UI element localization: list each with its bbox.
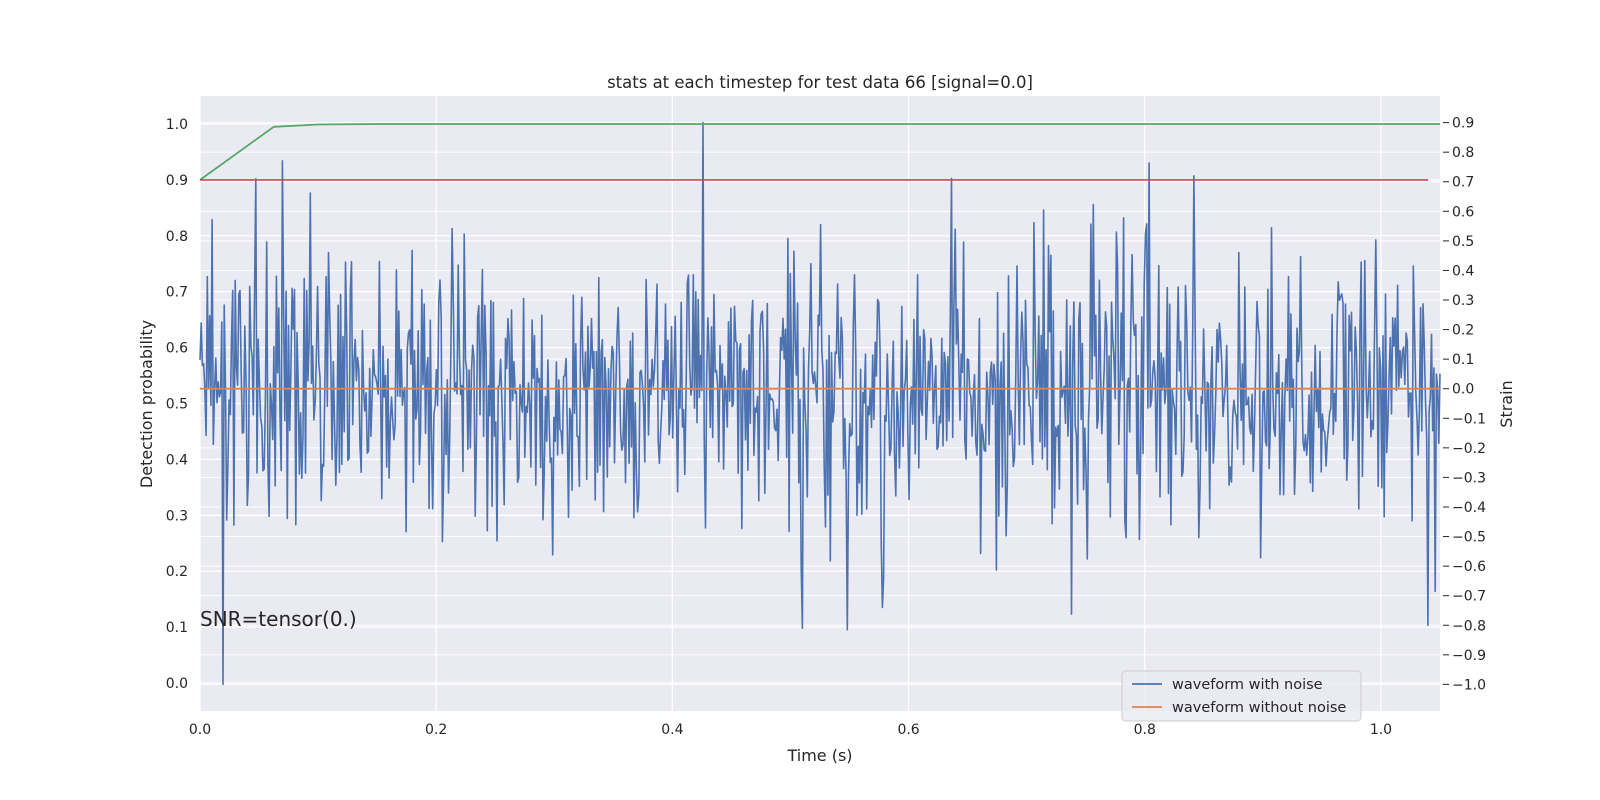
y-right-axis-ticks: −1.0 −0.9 −0.8 −0.7 −0.6 −0.5 −0.4 −0.3 −0.2 −0.1… [1443, 116, 1486, 693]
y-left-tick-label: 0.2 [166, 564, 188, 580]
x-axis-label: Time (s) [786, 746, 852, 765]
y-right-tick-label: 0.2 [1452, 323, 1474, 339]
y-right-tick-label: −0.1 [1452, 411, 1486, 427]
y-right-tick-label: 0.8 [1452, 145, 1474, 161]
y-left-axis-label: Detection probability [137, 320, 156, 488]
y-right-tick-label: −1.0 [1452, 677, 1486, 693]
y-left-axis-ticks: 0.0 0.1 0.2 0.3 0.4 0.5 0.6 0.7 0.8 0.9 1.0 [166, 117, 188, 692]
y-left-tick-label: 0.5 [166, 397, 188, 413]
y-right-tick-label: −0.9 [1452, 648, 1486, 664]
x-tick-label: 0.8 [1134, 722, 1156, 738]
y-right-tick-label: 0.5 [1452, 234, 1474, 250]
y-left-tick-label: 0.0 [166, 676, 188, 692]
x-axis-ticks: 0.0 0.2 0.4 0.6 0.8 1.0 [189, 722, 1392, 738]
x-tick-label: 0.2 [425, 722, 447, 738]
chart-title: stats at each timestep for test data 66 … [607, 73, 1033, 92]
y-left-tick-label: 0.8 [166, 229, 188, 245]
x-tick-label: 0.0 [189, 722, 211, 738]
series-layer [199, 121, 1441, 686]
legend: waveform with noise waveform without noi… [1121, 670, 1362, 722]
y-right-tick-label: 0.6 [1452, 204, 1474, 220]
legend-label-noise: waveform with noise [1172, 677, 1323, 693]
y-left-tick-label: 0.1 [166, 620, 188, 636]
y-right-tick-label: 0.9 [1452, 116, 1474, 132]
y-left-tick-label: 1.0 [166, 117, 188, 133]
y-right-axis-label: Strain [1497, 380, 1516, 427]
y-right-tick-label: 0.4 [1452, 263, 1474, 279]
y-right-tick-label: −0.6 [1452, 559, 1486, 575]
x-tick-label: 1.0 [1370, 722, 1392, 738]
y-left-tick-label: 0.7 [166, 285, 188, 301]
y-right-tick-label: −0.4 [1452, 500, 1486, 516]
y-right-tick-label: 0.3 [1452, 293, 1474, 309]
y-left-tick-label: 0.6 [166, 341, 188, 357]
y-right-tick-label: −0.2 [1452, 441, 1486, 457]
y-right-tick-label: 0.1 [1452, 352, 1474, 368]
snr-annotation: SNR=tensor(0.) [200, 607, 357, 631]
x-tick-label: 0.4 [661, 722, 683, 738]
legend-box [1121, 670, 1362, 722]
series-detection-probability [199, 123, 1440, 181]
y-right-tick-label: −0.8 [1452, 618, 1486, 634]
y-right-tick-label: 0.7 [1452, 175, 1474, 191]
y-right-tick-label: 0.0 [1452, 382, 1474, 398]
series-waveform-with-noise [199, 121, 1441, 686]
y-left-tick-label: 0.4 [166, 452, 188, 468]
y-right-tick-label: −0.5 [1452, 530, 1486, 546]
y-right-tick-label: −0.7 [1452, 589, 1486, 605]
y-left-tick-label: 0.3 [166, 508, 188, 524]
y-right-tick-label: −0.3 [1452, 470, 1486, 486]
y-left-tick-label: 0.9 [166, 173, 188, 189]
legend-label-clean: waveform without noise [1172, 700, 1346, 716]
x-tick-label: 0.6 [897, 722, 919, 738]
